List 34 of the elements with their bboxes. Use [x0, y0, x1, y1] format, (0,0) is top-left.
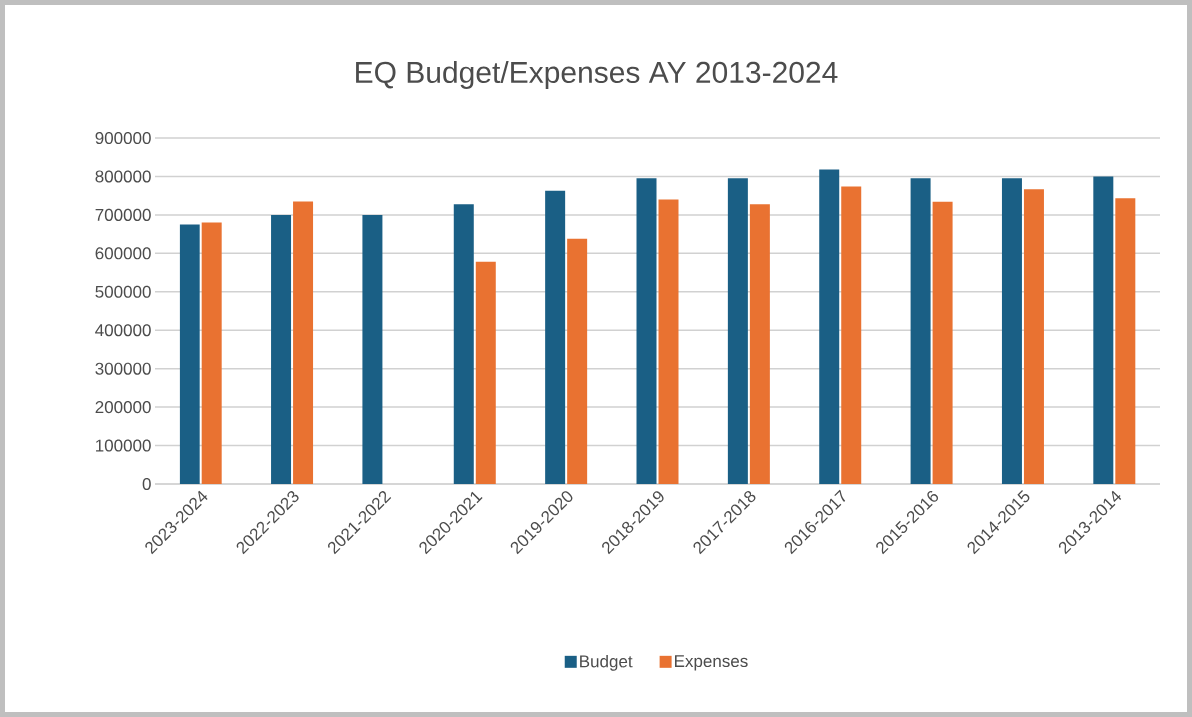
- y-tick-label: 600000: [95, 247, 151, 260]
- y-tick-label: 400000: [95, 324, 151, 337]
- legend-label: Expenses: [675, 655, 748, 671]
- y-tick-label: 700000: [95, 208, 151, 221]
- bar: [293, 201, 314, 484]
- bar: [932, 201, 953, 484]
- bar: [545, 190, 566, 484]
- y-tick-label: 200000: [95, 401, 151, 414]
- legend-label: Budget: [580, 654, 633, 671]
- y-tick-label: 900000: [95, 131, 151, 145]
- bar: [658, 199, 679, 484]
- bar: [636, 178, 657, 484]
- bar: [201, 222, 222, 484]
- bar: [910, 178, 931, 484]
- y-tick-label: 800000: [95, 170, 151, 183]
- bar: [567, 238, 588, 484]
- bar: [819, 169, 840, 484]
- y-tick-label: 0: [142, 477, 151, 491]
- y-tick-label: 500000: [95, 285, 151, 298]
- bar: [362, 214, 383, 484]
- bar: [1001, 178, 1022, 484]
- chart-title: EQ Budget/Expenses AY 2013-2024: [356, 61, 838, 89]
- bar: [475, 261, 496, 484]
- bar: [749, 204, 770, 484]
- bar: [271, 214, 292, 484]
- bar: [179, 224, 200, 484]
- y-tick-label: 100000: [96, 439, 151, 452]
- bar: [841, 186, 862, 484]
- y-tick-label: 300000: [95, 362, 151, 375]
- bar: [1093, 176, 1114, 484]
- bar: [453, 204, 474, 484]
- bar: [1115, 198, 1136, 484]
- bar: [1023, 189, 1044, 484]
- bar: [727, 178, 748, 484]
